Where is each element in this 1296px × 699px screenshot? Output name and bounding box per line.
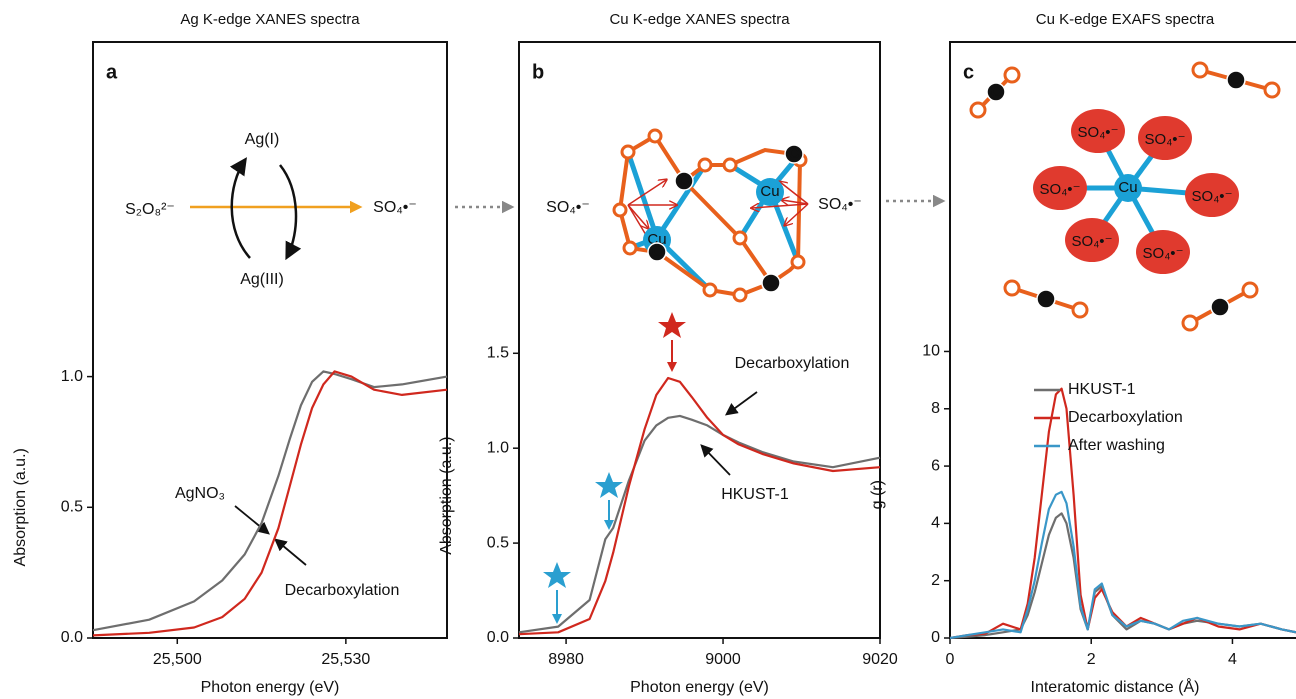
atom-label: C [652, 243, 663, 260]
data-line [518, 376, 881, 636]
atom-label: SO₄•⁻ [1040, 181, 1081, 198]
plot-frame [92, 41, 448, 639]
x-tick-label: 25,500 [153, 651, 202, 668]
atom-label: Cu [760, 183, 779, 200]
y-tick-label: 2 [931, 572, 940, 589]
legend-label: Decarboxylation [1068, 409, 1183, 426]
scheme-label: Ag(III) [240, 271, 284, 288]
curve-label: HKUST-1 [721, 486, 789, 503]
atom-label: Cu [1118, 179, 1137, 196]
pointer-arrow [724, 391, 758, 416]
star [543, 562, 571, 588]
y-axis-label: Absorption (a.u.) [438, 437, 455, 555]
plot-frame [949, 41, 1296, 639]
legend-label: After washing [1068, 437, 1165, 454]
carbon-atom [1036, 289, 1056, 309]
y-axis-label: Absorption (a.u.) [12, 448, 29, 566]
copper-atom [756, 178, 784, 206]
pointer-arrow [234, 505, 270, 535]
x-tick-label: 9000 [705, 651, 741, 668]
x-axis-label: Photon energy (eV) [201, 679, 340, 696]
x-tick-label: 0 [946, 651, 955, 668]
cu-bonds [625, 151, 801, 292]
cycle-arrow [279, 164, 302, 261]
carbon-atom [674, 171, 694, 191]
scheme-label: S₂O₈²⁻ [125, 201, 175, 218]
atom-label: SO₄•⁻ [1143, 245, 1184, 262]
y-tick-label: 10 [922, 343, 940, 360]
carbon-atom [784, 144, 804, 164]
y-tick-label: 1.5 [487, 345, 509, 362]
carbon-atom [647, 242, 667, 262]
data-line [92, 370, 448, 637]
scheme-label: SO₄•⁻ [373, 199, 417, 216]
x-tick-label: 2 [1087, 651, 1096, 668]
panel-label: b [532, 61, 544, 83]
atom-label: SO₄•⁻ [1078, 124, 1119, 141]
atom-label: C [679, 172, 690, 189]
pointer-arrow [700, 444, 731, 476]
x-tick-label: 25,530 [321, 651, 370, 668]
pointer-arrow [274, 538, 307, 566]
curve-label: Decarboxylation [285, 582, 400, 599]
y-tick-label: 0.0 [61, 629, 83, 646]
x-axis-label: Photon energy (eV) [630, 679, 769, 696]
y-tick-label: 8 [931, 400, 940, 417]
y-tick-label: 6 [931, 457, 940, 474]
atom-label: C [1231, 71, 1242, 88]
data-line [518, 414, 881, 634]
atom-label: SO₄•⁻ [1145, 131, 1186, 148]
data-line [949, 490, 1296, 640]
chart-title: Cu K-edge EXAFS spectra [1036, 11, 1215, 28]
scheme-label: Ag(I) [245, 131, 280, 148]
carbon-atom [761, 273, 781, 293]
y-tick-label: 1.0 [61, 368, 83, 385]
cycle-arrow [229, 157, 251, 259]
legend-label: HKUST-1 [1068, 381, 1136, 398]
y-tick-label: 0 [931, 629, 940, 646]
atom-label: C [1215, 298, 1226, 315]
y-tick-label: 0.5 [61, 499, 83, 516]
atom-label: C [766, 274, 777, 291]
chart-title: Ag K-edge XANES spectra [180, 11, 360, 28]
atom-label: C [789, 145, 800, 162]
atom-label: C [1041, 290, 1052, 307]
x-tick-label: 9020 [862, 651, 898, 668]
star [595, 472, 623, 498]
atom-label: SO₄•⁻ [1192, 188, 1233, 205]
y-tick-label: 4 [931, 515, 940, 532]
oxygen-atoms [612, 128, 808, 303]
scheme-label: SO₄•⁻ [818, 196, 862, 213]
copper-atom [1114, 174, 1142, 202]
plot-frame [518, 41, 881, 639]
radical-arrows [627, 180, 809, 250]
x-tick-label: 8980 [548, 651, 584, 668]
chart-title: Cu K-edge XANES spectra [609, 11, 790, 28]
carbon-atom [986, 82, 1006, 102]
carbon-atom [1226, 70, 1246, 90]
carbon-atom [1210, 297, 1230, 317]
x-axis-label: Interatomic distance (Å) [1031, 677, 1200, 696]
y-axis-label: g (r) [869, 480, 886, 509]
y-tick-label: 0.5 [487, 534, 509, 551]
decorations [190, 61, 1281, 624]
x-tick-label: 4 [1228, 651, 1237, 668]
oxygen-atoms [969, 61, 1281, 332]
atom-label: SO₄•⁻ [1072, 233, 1113, 250]
panel-label: c [963, 61, 974, 83]
panel-label: a [106, 61, 118, 83]
curve-label: Decarboxylation [735, 355, 850, 372]
curve-label: AgNO₃ [175, 485, 225, 502]
y-tick-label: 0.0 [487, 629, 509, 646]
star [658, 312, 686, 338]
scheme-label: SO₄•⁻ [546, 199, 590, 216]
atom-label: C [991, 83, 1002, 100]
data-line [949, 512, 1296, 640]
y-tick-label: 1.0 [487, 439, 509, 456]
sulfate-radicals [1033, 109, 1239, 274]
